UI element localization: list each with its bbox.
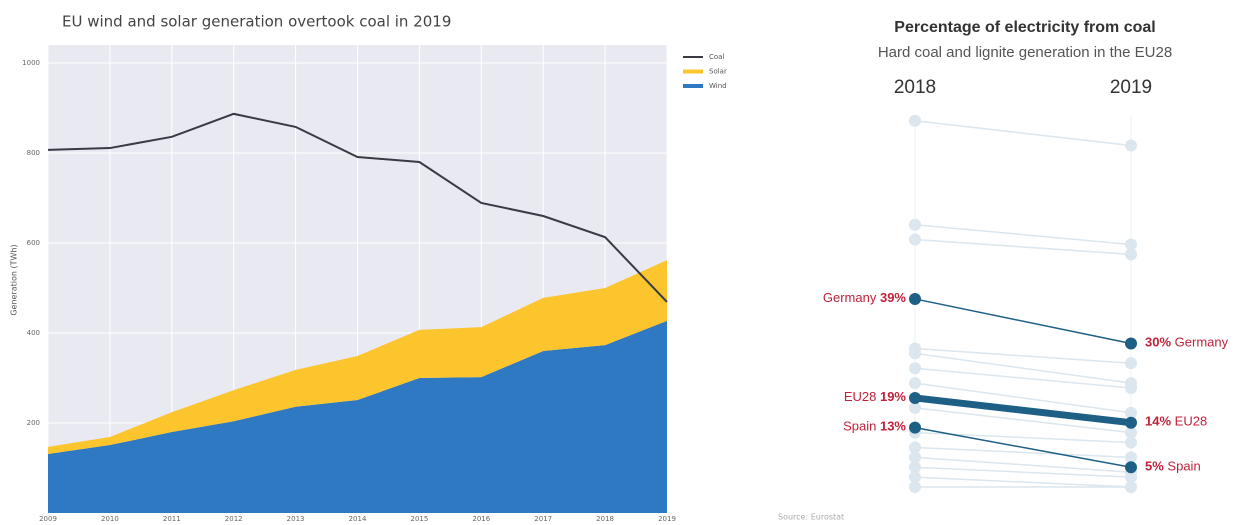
area — [48, 260, 667, 455]
dot — [1125, 139, 1137, 152]
x-tick-label: 2010 — [101, 515, 119, 523]
slope-line — [914, 352, 1132, 384]
dot — [1125, 451, 1137, 464]
y-tick-label: 400 — [27, 329, 40, 337]
point-label: 14% EU28 — [1145, 414, 1207, 429]
slope-line — [914, 466, 1132, 478]
x-tick-label: 2019 — [658, 515, 676, 523]
dot — [909, 451, 921, 464]
dot — [1125, 426, 1137, 439]
dot — [1125, 337, 1137, 350]
slope-line — [914, 223, 1132, 246]
country-name: Germany — [823, 290, 877, 305]
legend-label: Wind — [709, 82, 727, 90]
value-label: 5% — [1145, 459, 1164, 474]
country-name: Spain — [1167, 459, 1200, 474]
country-name: Germany — [1175, 335, 1229, 350]
value-label: 14% — [1145, 414, 1171, 429]
legend-label: Solar — [709, 68, 727, 76]
dot — [909, 347, 921, 360]
slope-line — [914, 426, 1132, 468]
x-tick-label: 2017 — [534, 515, 552, 523]
slope-line — [914, 446, 1132, 459]
x-tick-label: 2018 — [596, 515, 614, 523]
point-label: 30% Germany — [1145, 335, 1229, 350]
value-label: 30% — [1145, 335, 1171, 350]
dot — [1125, 461, 1137, 474]
dot — [1125, 416, 1137, 429]
y-axis-label: Generation (TWh) — [10, 244, 19, 315]
slope-line — [914, 238, 1132, 256]
line — [47, 112, 668, 303]
dot — [909, 114, 921, 127]
dot — [1125, 471, 1137, 484]
y-tick-label: 1000 — [22, 59, 40, 67]
column-header: 2019 — [1110, 77, 1152, 98]
dot — [909, 292, 921, 305]
dot — [1125, 481, 1137, 494]
slope-line — [914, 382, 1132, 414]
x-tick-label: 2009 — [39, 515, 57, 523]
country-name: Spain — [843, 419, 876, 434]
slope-line — [914, 367, 1132, 389]
slope-line — [914, 476, 1132, 488]
point-label: EU28 19% — [844, 389, 907, 404]
slope-line — [914, 120, 1132, 147]
chart-title: EU wind and solar generation overtook co… — [62, 13, 451, 31]
value-label: 39% — [880, 290, 906, 305]
slope-line — [914, 394, 1132, 427]
dot — [909, 481, 921, 494]
point-label: Germany 39% — [823, 290, 907, 305]
dot — [909, 377, 921, 390]
dot — [909, 421, 921, 434]
value-label: 13% — [880, 419, 906, 434]
dot — [1125, 382, 1137, 395]
dot — [1125, 406, 1137, 419]
dot — [909, 218, 921, 231]
dot — [909, 401, 921, 414]
dot — [909, 362, 921, 375]
x-tick-label: 2012 — [225, 515, 243, 523]
y-tick-label: 800 — [27, 149, 40, 157]
y-tick-label: 200 — [27, 419, 40, 427]
source-note: Source: Eurostat — [778, 513, 844, 522]
slope-line — [914, 456, 1132, 473]
country-name: EU28 — [844, 389, 877, 404]
x-tick-label: 2015 — [410, 515, 428, 523]
dot — [1125, 436, 1137, 449]
x-tick-label: 2013 — [287, 515, 305, 523]
chart-subtitle: Hard coal and lignite generation in the … — [878, 44, 1172, 61]
point-label: 5% Spain — [1145, 459, 1201, 474]
dot — [909, 461, 921, 474]
dot — [909, 471, 921, 484]
y-tick-label: 600 — [27, 239, 40, 247]
legend-label: Coal — [709, 53, 724, 61]
slope-line — [914, 347, 1132, 365]
dot — [1125, 248, 1137, 261]
country-name: EU28 — [1175, 414, 1208, 429]
dot — [909, 233, 921, 246]
x-tick-label: 2011 — [163, 515, 181, 523]
dot — [1125, 238, 1137, 251]
value-label: 19% — [880, 389, 906, 404]
dot — [909, 441, 921, 454]
x-tick-label: 2014 — [349, 515, 367, 523]
dot — [1125, 357, 1137, 370]
slope-line — [914, 407, 1132, 434]
point-label: Spain 13% — [843, 419, 906, 434]
chart-title: Percentage of electricity from coal — [894, 19, 1155, 36]
slope-line — [914, 298, 1132, 345]
column-header: 2018 — [894, 77, 936, 98]
x-tick-label: 2016 — [472, 515, 490, 523]
dot — [909, 391, 921, 404]
area — [48, 320, 667, 513]
